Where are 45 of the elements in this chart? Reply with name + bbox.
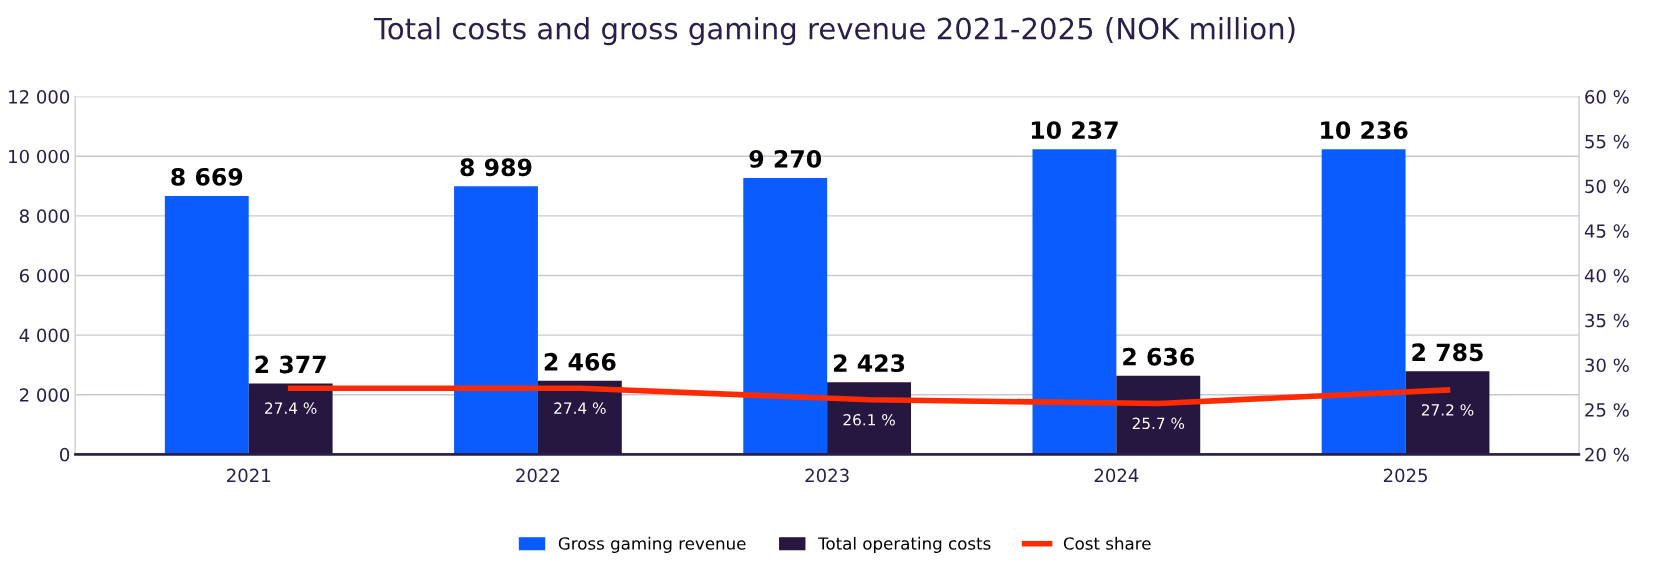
data-label: 2 377 bbox=[255, 355, 326, 374]
y-tick-label: 6 000 bbox=[19, 268, 70, 283]
data-label: 2 423 bbox=[833, 354, 905, 373]
y-tick-label: 10 000 bbox=[9, 149, 70, 164]
y-tick-label: 0 bbox=[60, 447, 70, 462]
y2-tick-label: 35 % bbox=[1585, 313, 1629, 328]
bar bbox=[1032, 149, 1117, 455]
legend-label: Gross gaming revenue bbox=[558, 536, 746, 553]
y2-tick-label: 50 % bbox=[1585, 179, 1629, 194]
data-label: 2 466 bbox=[544, 352, 616, 371]
x-tick-label: 2022 bbox=[516, 468, 560, 483]
y2-tick-label: 55 % bbox=[1585, 134, 1629, 149]
data-label: 9 270 bbox=[749, 149, 822, 168]
y-tick-label: 2 000 bbox=[19, 388, 70, 402]
x-tick-label: 2021 bbox=[227, 468, 271, 483]
y2-tick-label: 20 % bbox=[1585, 447, 1629, 462]
data-label: 10 236 bbox=[1321, 121, 1408, 140]
x-tick-label: 2023 bbox=[805, 468, 849, 483]
data-label: 8 989 bbox=[460, 158, 532, 177]
data-label: 26.1 % bbox=[843, 413, 895, 426]
bar bbox=[164, 195, 249, 455]
bar bbox=[1321, 149, 1406, 455]
y-tick-label: 4 000 bbox=[19, 328, 70, 343]
legend-label: Cost share bbox=[1063, 536, 1151, 550]
x-tick-label: 2025 bbox=[1383, 468, 1427, 483]
y-tick-label: 12 000 bbox=[9, 90, 70, 104]
data-label: 10 237 bbox=[1031, 121, 1118, 139]
data-label: 27.2 % bbox=[1421, 404, 1474, 416]
chart-title: Total costs and gross gaming revenue 2021-2025 (NOK million) bbox=[373, 17, 1295, 46]
bar bbox=[743, 177, 828, 455]
y2-tick-label: 40 % bbox=[1584, 268, 1629, 283]
data-label: 27.4 % bbox=[265, 402, 317, 414]
y2-tick-label: 25 % bbox=[1585, 403, 1629, 417]
data-label: 2 636 bbox=[1123, 347, 1194, 366]
data-label: 8 669 bbox=[171, 167, 243, 186]
y2-tick-label: 60 % bbox=[1585, 90, 1629, 104]
data-label: 2 785 bbox=[1412, 343, 1483, 362]
y2-tick-label: 30 % bbox=[1585, 358, 1629, 373]
y2-tick-label: 45 % bbox=[1584, 224, 1629, 238]
data-label: 25.7 % bbox=[1132, 417, 1185, 430]
data-label: 27.4 % bbox=[554, 402, 606, 414]
bar bbox=[454, 186, 538, 455]
x-tick-label: 2024 bbox=[1094, 468, 1139, 483]
y-tick-label: 8 000 bbox=[19, 209, 70, 223]
legend-label: Total operating costs bbox=[818, 536, 991, 553]
